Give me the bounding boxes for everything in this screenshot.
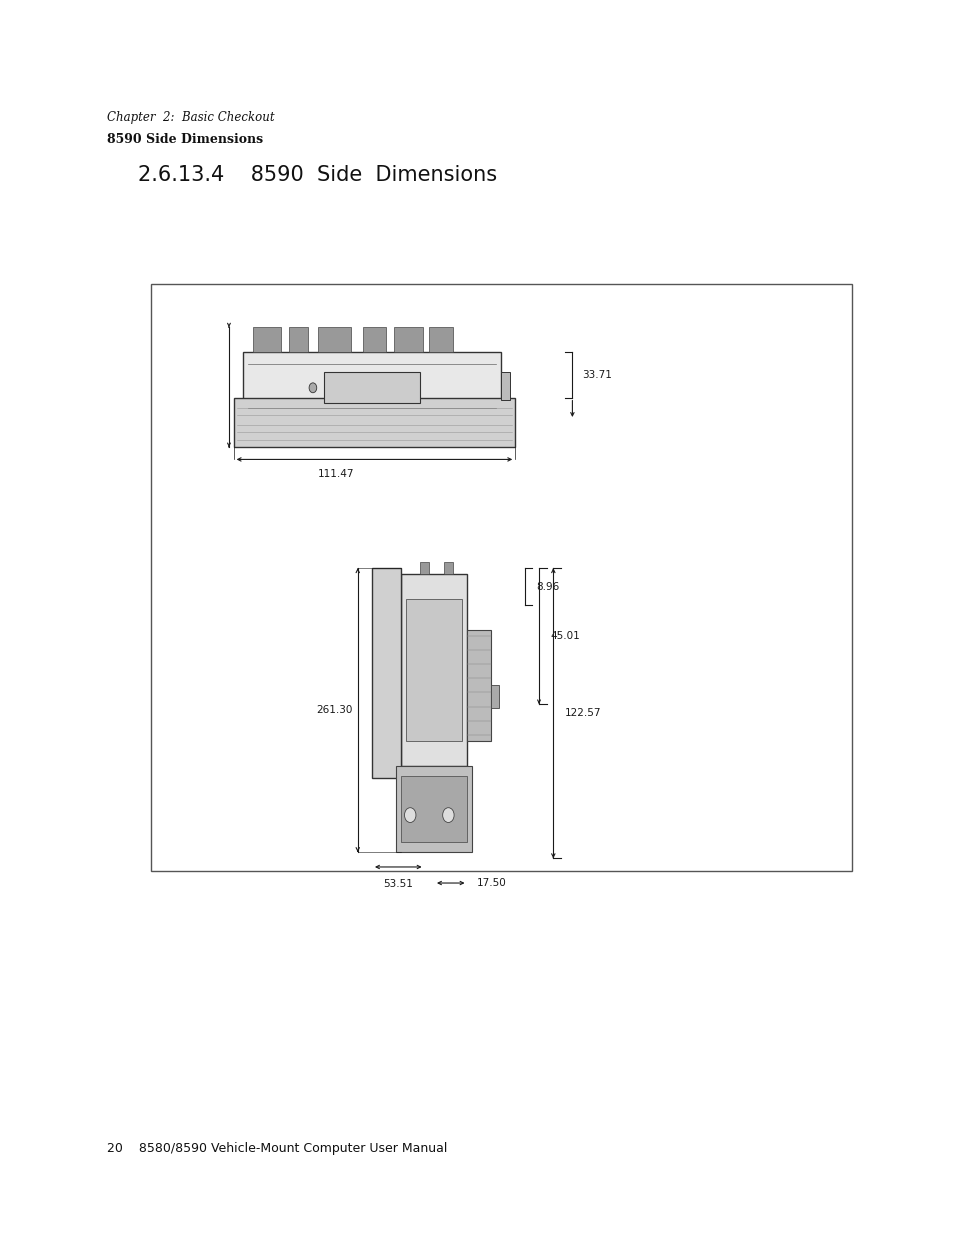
Text: 45.01: 45.01	[550, 631, 579, 641]
Bar	[324, 372, 419, 403]
Bar	[500, 373, 510, 400]
Text: 8590 Side Dimensions: 8590 Side Dimensions	[107, 132, 263, 146]
Text: 53.51: 53.51	[383, 879, 413, 889]
Circle shape	[442, 808, 454, 823]
Bar	[400, 574, 467, 766]
Bar	[151, 284, 851, 871]
Bar	[429, 327, 453, 352]
Text: 17.50: 17.50	[476, 878, 506, 888]
Bar	[289, 327, 308, 352]
Bar	[253, 327, 281, 352]
Bar	[467, 630, 491, 741]
Bar	[400, 776, 467, 842]
Text: 8.96: 8.96	[536, 582, 558, 592]
Bar	[491, 685, 498, 708]
Text: Chapter  2:  Basic Checkout: Chapter 2: Basic Checkout	[107, 110, 274, 124]
Bar	[395, 766, 472, 852]
Bar	[362, 327, 386, 352]
Bar	[372, 568, 400, 778]
Circle shape	[309, 383, 316, 393]
Bar	[243, 352, 500, 420]
Text: 20    8580/8590 Vehicle-Mount Computer User Manual: 20 8580/8590 Vehicle-Mount Computer User…	[107, 1141, 447, 1155]
Bar	[394, 327, 422, 352]
Bar	[233, 398, 515, 447]
Text: 111.47: 111.47	[317, 469, 355, 479]
Text: 33.71: 33.71	[581, 369, 611, 380]
Bar	[443, 562, 453, 574]
Text: 261.30: 261.30	[316, 705, 353, 715]
Bar	[419, 562, 429, 574]
Circle shape	[404, 808, 416, 823]
Bar	[406, 599, 461, 741]
Text: 2.6.13.4    8590  Side  Dimensions: 2.6.13.4 8590 Side Dimensions	[138, 165, 497, 185]
Bar	[317, 327, 351, 352]
Text: 122.57: 122.57	[564, 708, 600, 719]
